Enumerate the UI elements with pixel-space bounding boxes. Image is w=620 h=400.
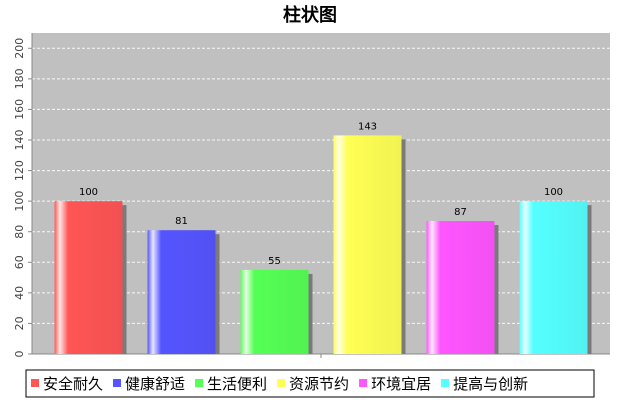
data-label: 87 — [454, 207, 467, 218]
chart-title: 柱状图 — [283, 4, 337, 26]
y-axis: 0 20 40 60 80 100 120 140 160 180 200 — [13, 33, 33, 358]
legend-swatch — [359, 379, 368, 387]
bar — [333, 135, 402, 354]
bars — [54, 135, 592, 354]
y-tick-label: 100 — [13, 191, 26, 212]
legend-swatch — [113, 379, 122, 387]
bar — [147, 230, 216, 354]
y-tick-label: 0 — [13, 351, 26, 358]
y-tick-label: 80 — [13, 225, 26, 239]
plot-area — [32, 33, 610, 354]
legend-item-label: 资源节约 — [289, 375, 349, 393]
y-tick-label: 140 — [13, 130, 26, 151]
bar — [519, 201, 588, 354]
legend-swatch — [277, 379, 286, 387]
data-label: 100 — [544, 187, 563, 198]
legend-swatch — [441, 379, 450, 387]
x-axis — [32, 353, 610, 358]
data-label: 143 — [358, 121, 377, 132]
data-label: 55 — [268, 256, 281, 267]
data-label: 100 — [79, 187, 98, 198]
data-label: 81 — [175, 216, 188, 227]
legend-box — [25, 369, 595, 398]
data-labels: 100 81 55 143 87 100 — [79, 121, 563, 267]
legend-swatch — [195, 379, 204, 387]
y-tick-label: 200 — [13, 38, 26, 59]
y-tick-label: 120 — [13, 160, 26, 181]
legend-item-label: 提高与创新 — [453, 375, 528, 393]
bar — [240, 269, 309, 354]
y-tick-label: 60 — [13, 255, 26, 269]
legend-item-label: 安全耐久 — [43, 375, 103, 393]
bar — [54, 201, 123, 354]
y-tick-label: 160 — [13, 99, 26, 120]
legend-swatch — [31, 379, 39, 387]
legend: 安全耐久 健康舒适 生活便利 资源节约 环境宜居 提高与创新 — [25, 369, 595, 398]
y-tick-label: 180 — [13, 68, 26, 89]
y-tick-label: 40 — [13, 286, 26, 300]
grid-lines — [32, 47, 610, 324]
bar — [426, 221, 495, 354]
legend-item-label: 健康舒适 — [125, 375, 185, 393]
legend-item-label: 环境宜居 — [371, 375, 431, 393]
legend-item-label: 生活便利 — [207, 375, 267, 393]
y-tick-label: 20 — [13, 316, 26, 330]
